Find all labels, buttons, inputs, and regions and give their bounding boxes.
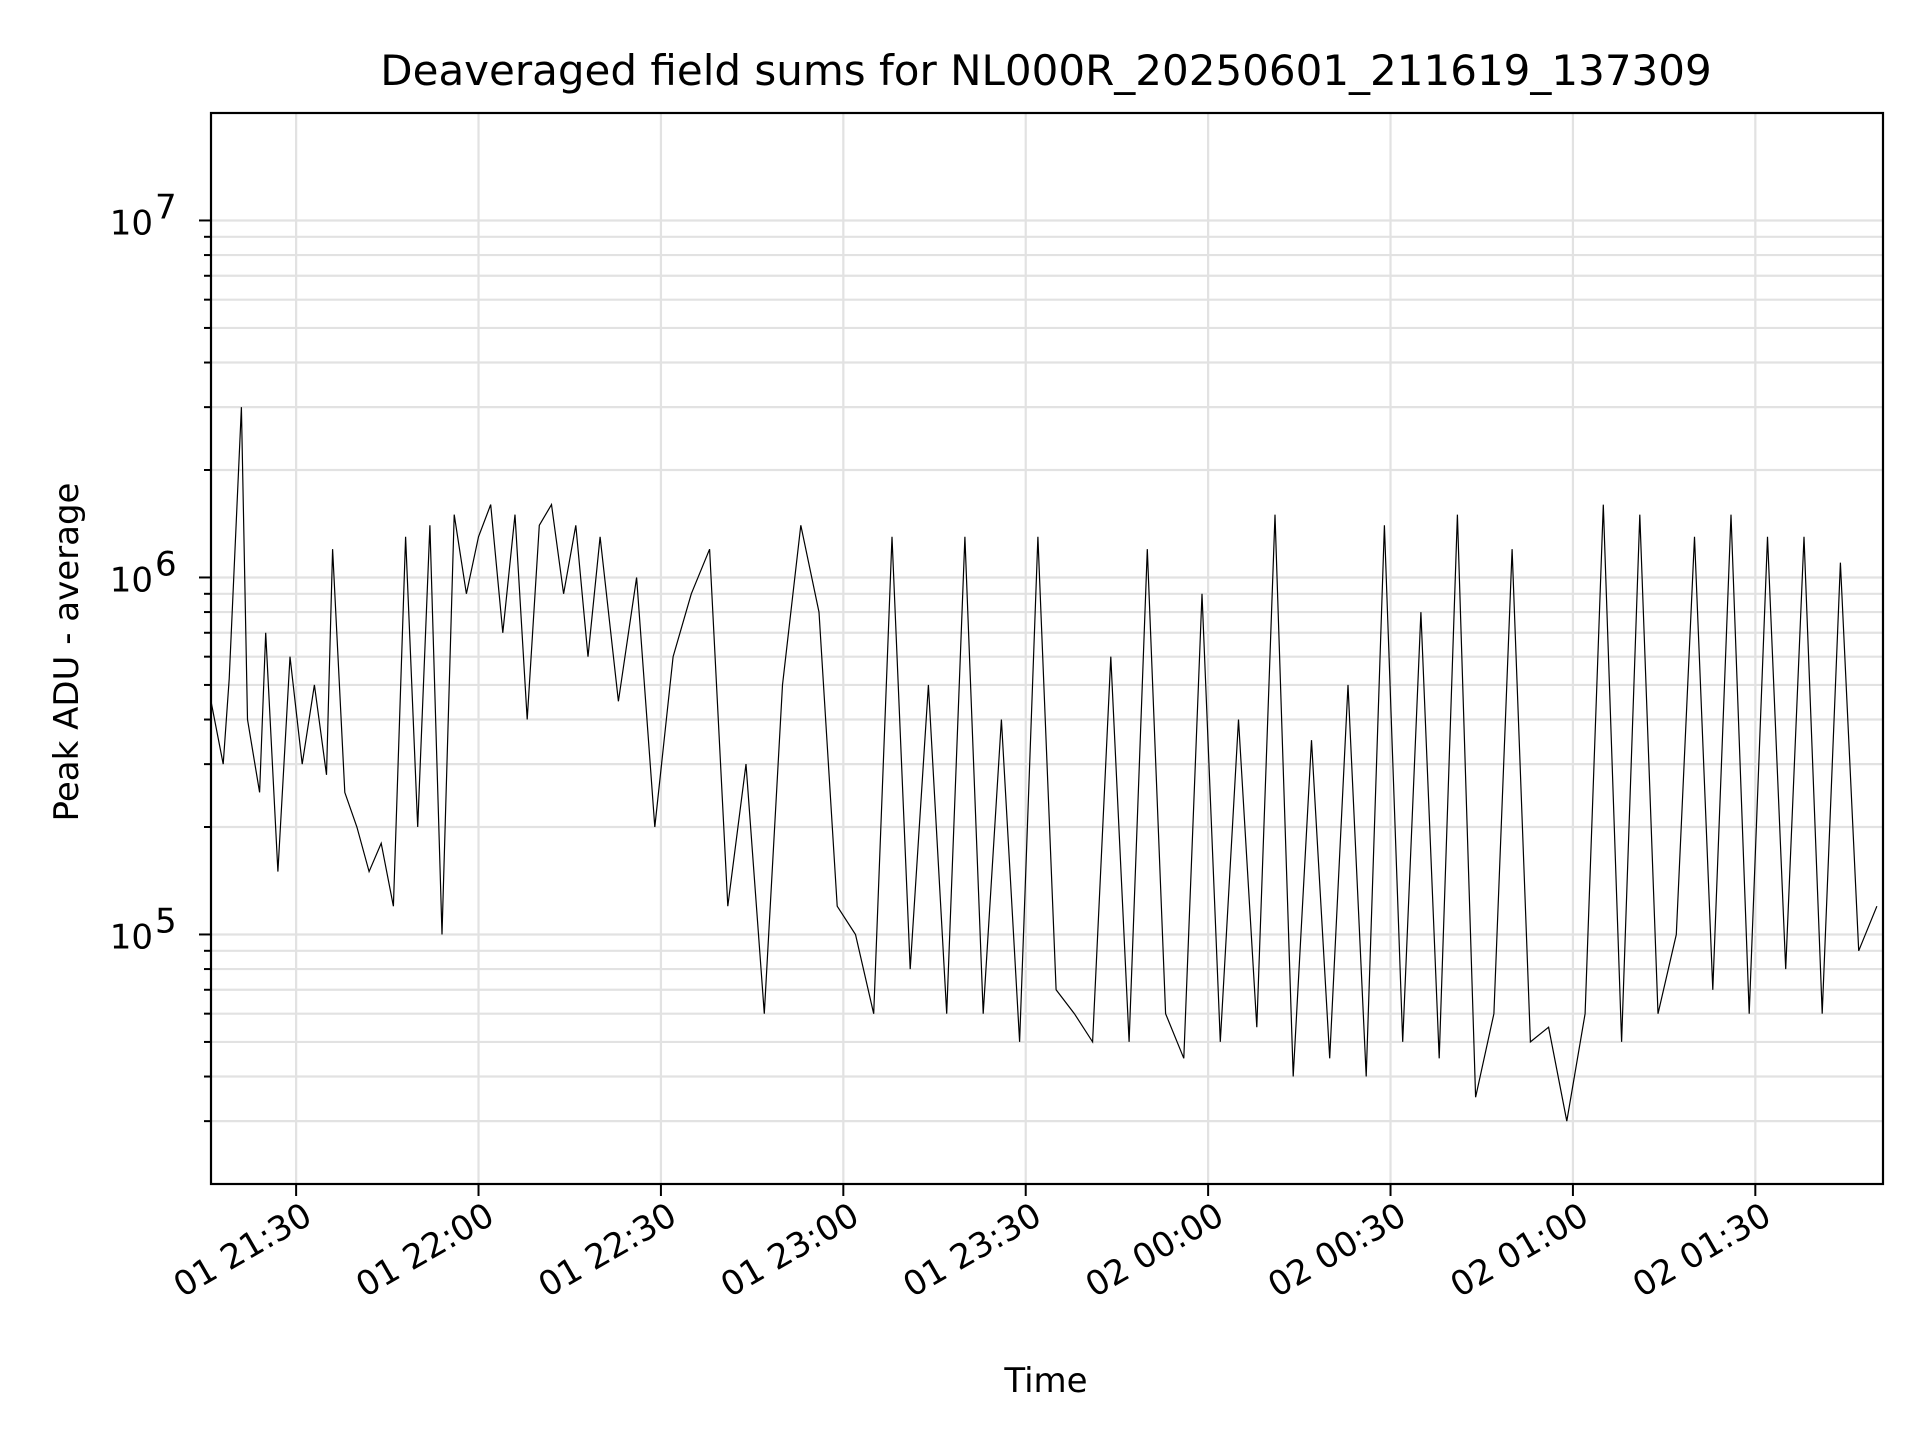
x-tick-label: 01 23:00: [714, 1195, 866, 1306]
grid: [211, 113, 1883, 1184]
x-axis-label: Time: [1003, 1361, 1087, 1401]
x-axis: 01 21:30 01 22:00 01 22:30 01 23:00 01 23:30…: [167, 1184, 1778, 1306]
y-axis-label: Peak ADU - average: [47, 483, 87, 822]
x-tick-label: 01 22:00: [349, 1195, 501, 1306]
x-tick-label: 01 22:30: [532, 1195, 684, 1306]
y-tick-exponent: 7: [155, 187, 177, 227]
x-tick-label: 02 00:00: [1079, 1195, 1231, 1306]
x-tick-label: 01 23:30: [897, 1195, 1049, 1306]
y-tick-label: 10: [110, 917, 153, 957]
y-tick-exponent: 6: [155, 544, 177, 584]
y-tick-exponent: 5: [155, 901, 177, 941]
x-tick-label: 02 01:00: [1444, 1195, 1596, 1306]
y-tick-label: 10: [110, 560, 153, 600]
chart-title: Deaveraged field sums for NL000R_2025060…: [380, 46, 1711, 95]
y-tick-label: 10: [110, 203, 153, 243]
x-tick-label: 01 21:30: [167, 1195, 319, 1306]
x-tick-label: 02 01:30: [1626, 1195, 1778, 1306]
plot-area-frame: [209, 111, 1885, 1186]
x-tick-label: 02 00:30: [1261, 1195, 1413, 1306]
series-line: [210, 407, 1878, 1122]
